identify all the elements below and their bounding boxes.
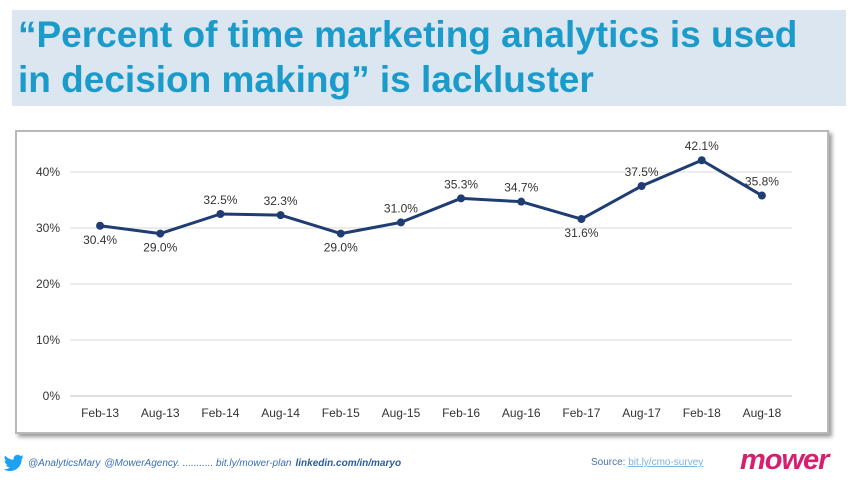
series-line	[99, 158, 763, 236]
footer-agency-links[interactable]: @MowerAgency. ........... bit.ly/mower-p…	[104, 457, 292, 469]
source-link[interactable]: bit.ly/cmo-survey	[628, 457, 704, 468]
source-label: Source:	[591, 457, 626, 468]
mower-logo: mower	[740, 444, 829, 476]
x-tick-label: Feb-16	[442, 406, 480, 420]
data-label: 42.1%	[685, 139, 719, 153]
x-tick-label: Aug-16	[502, 406, 541, 420]
data-label: 35.3%	[444, 177, 478, 191]
data-point	[517, 197, 526, 206]
y-tick-label: 10%	[36, 333, 60, 347]
x-tick-label: Feb-13	[81, 406, 119, 420]
data-label: 30.4%	[83, 233, 117, 247]
data-point	[697, 156, 706, 165]
data-label: 31.0%	[384, 201, 418, 215]
data-point	[96, 221, 105, 230]
x-tick-label: Feb-15	[322, 406, 360, 420]
y-tick-label: 0%	[43, 389, 61, 403]
data-point	[757, 191, 766, 200]
data-label: 34.7%	[504, 181, 538, 195]
x-tick-label: Feb-18	[683, 406, 721, 420]
x-tick-label: Aug-14	[261, 406, 300, 420]
data-point	[336, 229, 345, 238]
source-note: Source: bit.ly/cmo-survey	[591, 457, 703, 468]
data-point	[276, 211, 285, 220]
chart-frame: 0% 10% 20% 30% 40% Feb-13 Aug-13 Feb-14 Aug-14 Fe…	[15, 130, 829, 434]
data-label: 29.0%	[143, 241, 177, 255]
x-tick-label: Feb-17	[562, 406, 600, 420]
data-label: 29.0%	[324, 241, 358, 255]
footer-handle[interactable]: @AnalyticsMary	[28, 457, 101, 469]
footer-linkedin-link[interactable]: linkedin.com/in/maryo	[295, 457, 402, 469]
data-point	[457, 194, 466, 203]
title-banner	[12, 10, 846, 106]
x-tick-label: Aug-15	[382, 406, 421, 420]
data-label: 37.5%	[625, 165, 659, 179]
x-tick-label: Aug-17	[622, 406, 661, 420]
twitter-bird-icon	[4, 454, 24, 471]
y-tick-label: 20%	[36, 277, 60, 291]
data-point	[577, 215, 586, 224]
x-tick-label: Aug-18	[743, 406, 782, 420]
line-chart: 0% 10% 20% 30% 40% Feb-13 Aug-13 Feb-14 Aug-14 Fe…	[36, 139, 792, 420]
footer-social: @AnalyticsMary @MowerAgency. ...........…	[4, 452, 401, 474]
y-tick-label: 30%	[36, 221, 60, 235]
data-point	[156, 229, 165, 238]
data-label: 32.5%	[203, 193, 237, 207]
data-point	[637, 182, 646, 190]
x-tick-label: Aug-13	[141, 406, 180, 420]
slide-title: “Percent of time marketing analytics is …	[18, 14, 798, 100]
data-label: 31.6%	[564, 226, 598, 240]
data-point	[216, 210, 225, 218]
data-point	[396, 218, 405, 227]
y-tick-label: 40%	[36, 165, 60, 179]
x-tick-label: Feb-14	[201, 406, 239, 420]
data-label: 35.8%	[745, 175, 779, 189]
data-label: 32.3%	[264, 194, 298, 208]
